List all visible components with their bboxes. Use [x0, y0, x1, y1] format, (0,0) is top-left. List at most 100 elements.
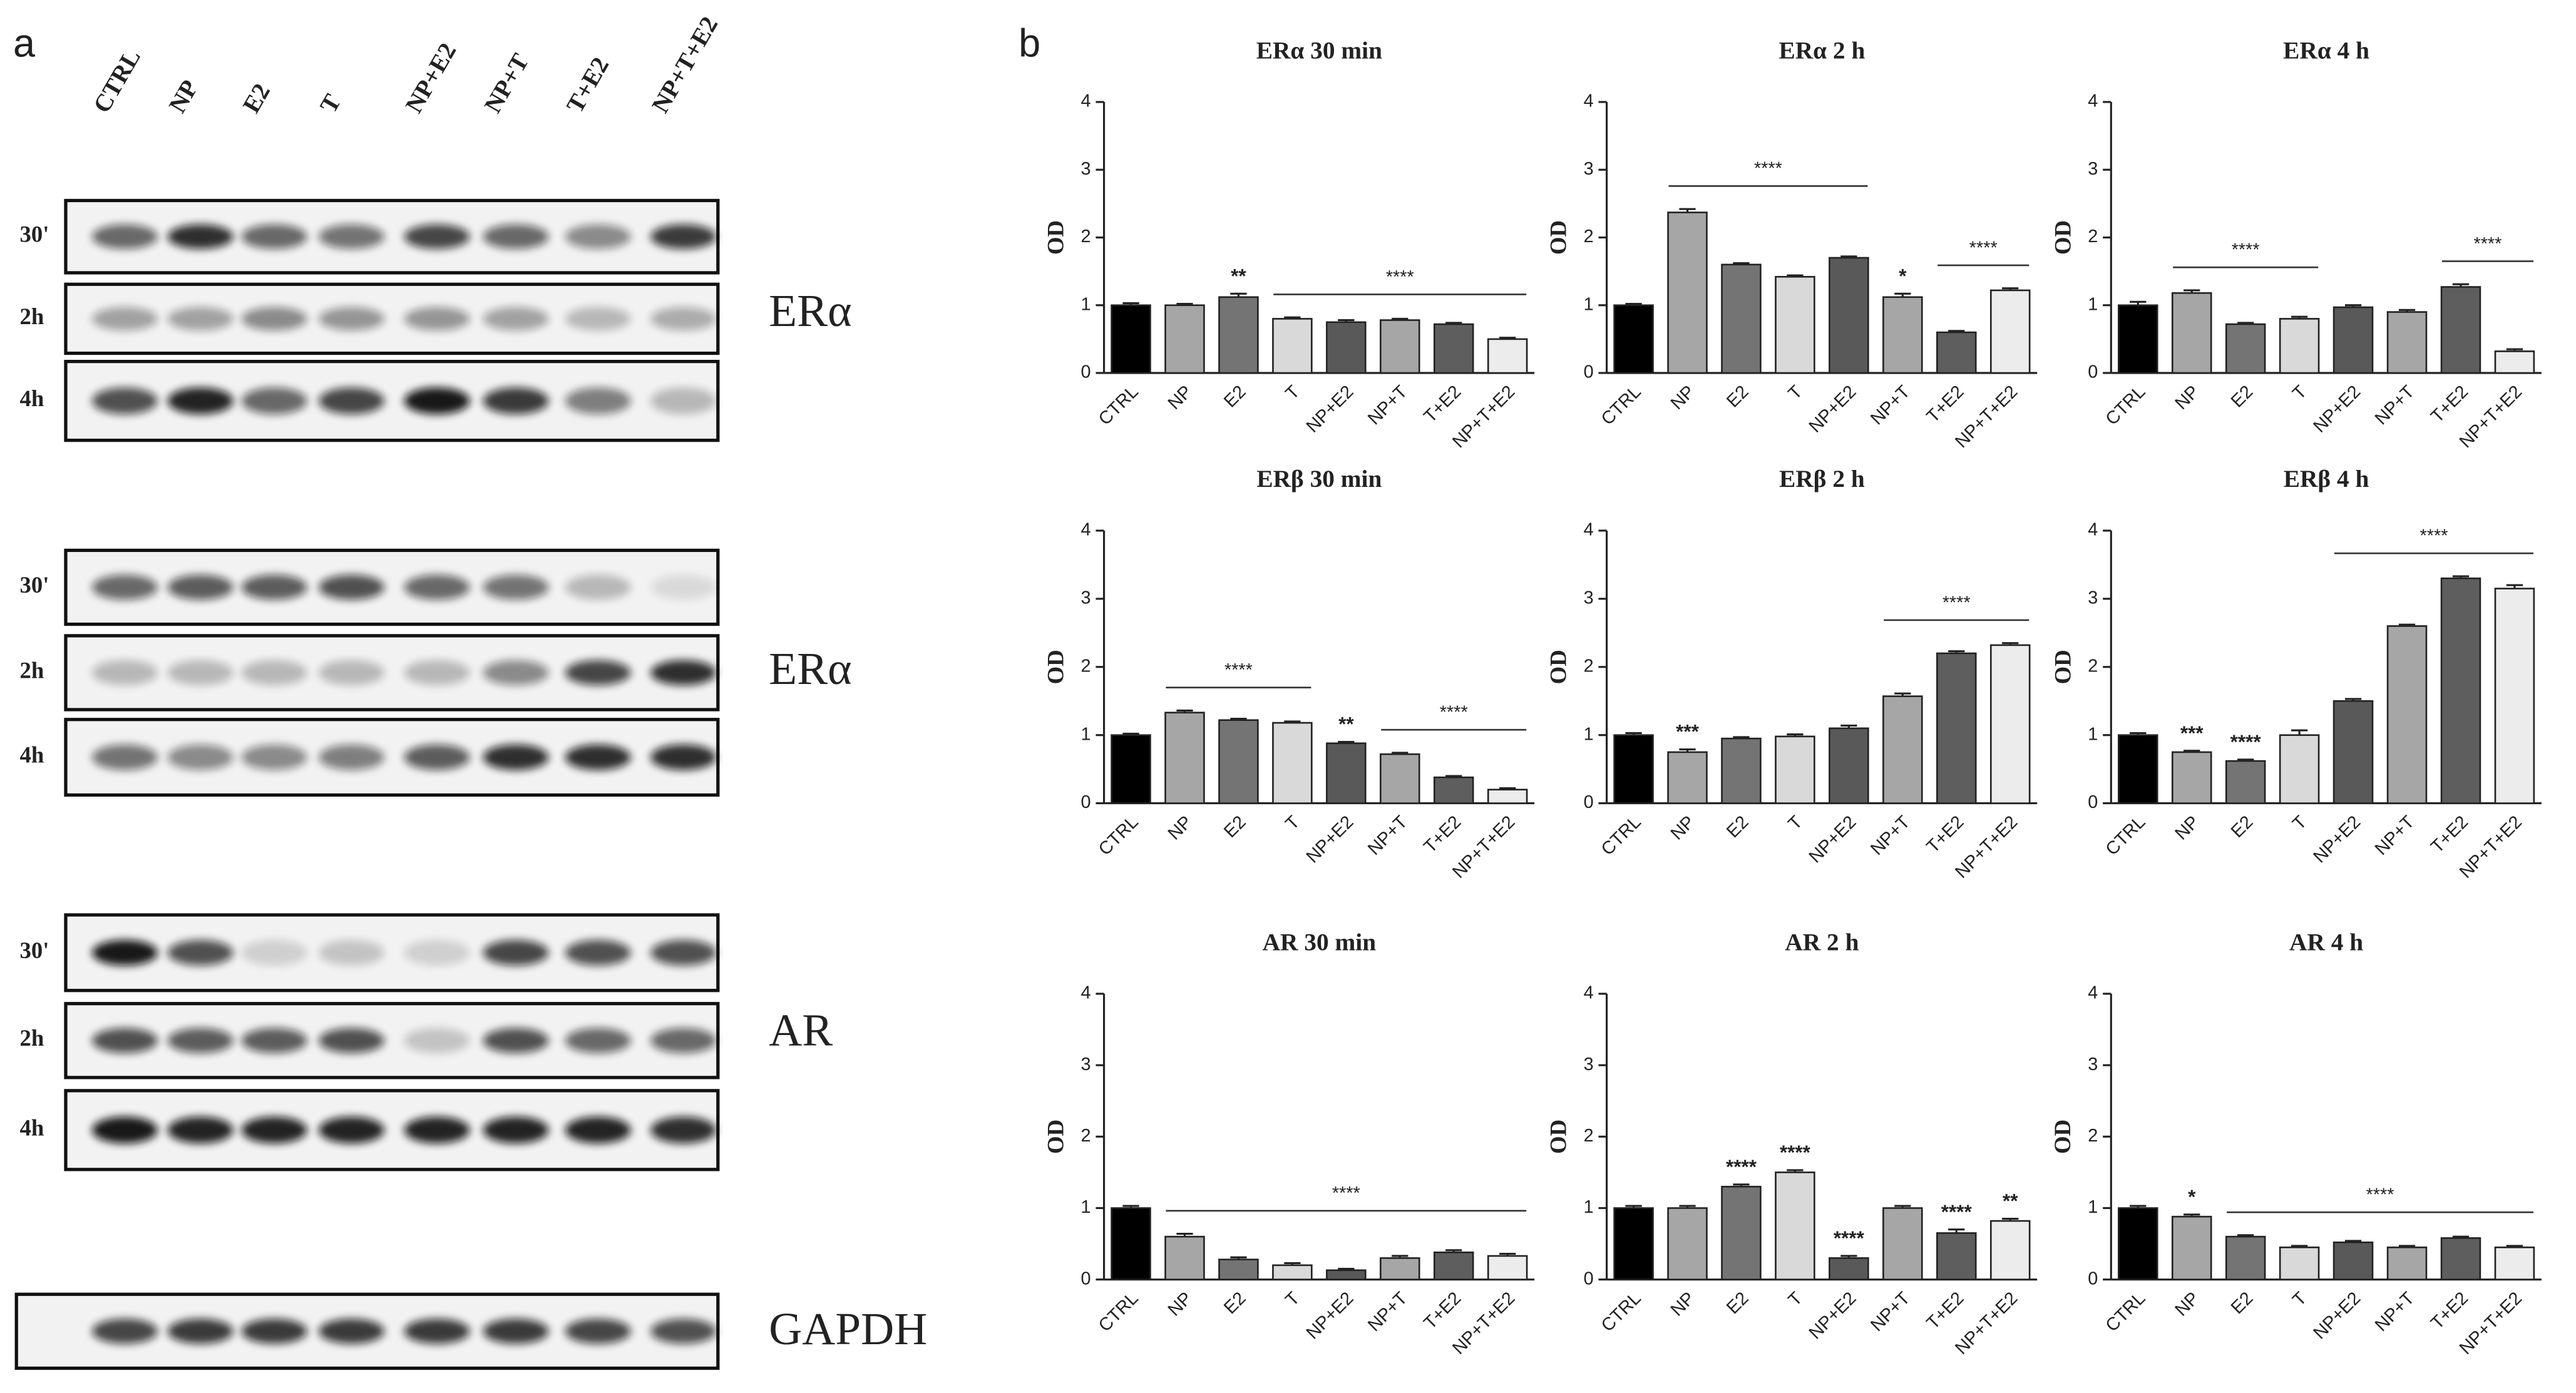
row-label: 2h — [19, 1025, 44, 1051]
x-tick-label: T — [1785, 812, 1807, 834]
significance: **** — [2420, 526, 2448, 546]
band — [91, 224, 158, 249]
error-bar — [2183, 1213, 2200, 1217]
band — [483, 1319, 549, 1344]
x-tick-label: NP+T — [1867, 1288, 1914, 1335]
error-bar — [1392, 752, 1409, 755]
x-tick-label: E2 — [2227, 382, 2257, 412]
bar — [1989, 1220, 2031, 1280]
bar — [2494, 1246, 2535, 1280]
band — [241, 387, 307, 415]
band — [483, 387, 549, 415]
band — [650, 387, 717, 415]
error-bar — [1122, 1205, 1139, 1208]
y-tick-label: 0 — [1584, 1268, 1594, 1288]
error-bar — [2002, 642, 2019, 645]
band — [167, 387, 233, 415]
x-tick-label: E2 — [1723, 382, 1753, 412]
x-tick-label: NP+E2 — [2309, 382, 2364, 437]
bar — [1218, 719, 1259, 804]
x-tick-label: NP — [1667, 1288, 1699, 1320]
band — [404, 1116, 470, 1144]
bar — [1829, 257, 1869, 374]
x-tick-label: CTRL — [1598, 812, 1645, 860]
y-tick-label: 2 — [2088, 656, 2098, 676]
bar — [1272, 1264, 1313, 1280]
y-tick-label: 1 — [1081, 1197, 1091, 1217]
bar — [2494, 588, 2535, 804]
x-tick-label: NP — [1164, 1288, 1196, 1320]
error-bar — [1499, 787, 1516, 790]
lane-label: NP+T — [479, 49, 535, 118]
band — [565, 1319, 631, 1344]
error-bar — [2344, 698, 2362, 702]
significance: **** — [1224, 660, 1253, 680]
band — [319, 744, 385, 770]
bar — [2332, 1241, 2374, 1280]
x-tick-label: CTRL — [2102, 382, 2150, 429]
bar — [2118, 734, 2158, 804]
x-tick-label: CTRL — [2102, 1288, 2150, 1336]
y-tick-label: 4 — [2088, 983, 2098, 1003]
band — [565, 1116, 631, 1144]
y-axis-label: OD — [1546, 220, 1571, 255]
y-tick-label: 1 — [1584, 1197, 1594, 1217]
x-tick-label: E2 — [1220, 812, 1250, 842]
x-tick-label: E2 — [2227, 812, 2257, 842]
x-tick-label: NP+T — [2371, 382, 2418, 429]
y-tick-label: 2 — [1584, 227, 1594, 247]
lane-label: NP — [163, 75, 203, 117]
bar — [2494, 350, 2535, 374]
band — [241, 1028, 307, 1053]
x-tick-label: NP — [1667, 812, 1699, 844]
bar — [1326, 742, 1367, 804]
lane-label: E2 — [237, 79, 275, 118]
band — [319, 387, 385, 415]
bar — [1667, 1207, 1708, 1280]
protein-label: ERα — [769, 285, 851, 336]
band — [91, 939, 158, 966]
chart-title: ERα 4 h — [2283, 36, 2369, 64]
error-bar — [2506, 584, 2523, 589]
error-bar — [1230, 717, 1247, 720]
protein-label: GAPDH — [769, 1304, 927, 1354]
band — [241, 1116, 307, 1144]
error-bar — [1445, 775, 1462, 778]
bar — [2440, 286, 2481, 374]
significance: **** — [1386, 267, 1414, 287]
error-bar — [1284, 316, 1301, 319]
error-bar — [2344, 304, 2362, 307]
bar — [1433, 1251, 1474, 1280]
significance: * — [1899, 264, 1907, 287]
error-bar — [1787, 274, 1804, 277]
bar — [2440, 577, 2481, 804]
bar — [2118, 1207, 2158, 1280]
y-axis-label: OD — [1043, 1120, 1069, 1154]
bar — [2225, 760, 2266, 804]
band — [483, 574, 549, 600]
x-tick-label: E2 — [1723, 812, 1753, 842]
significance: **** — [1440, 703, 1468, 723]
lane-label: CTRL — [88, 44, 146, 118]
error-bar — [2291, 729, 2308, 735]
band — [483, 660, 549, 686]
y-tick-label: 0 — [2088, 792, 2098, 812]
error-bar — [1338, 319, 1355, 322]
lane-label: T+E2 — [561, 53, 614, 118]
band — [241, 224, 307, 249]
bar — [2386, 1246, 2428, 1280]
band — [404, 744, 470, 770]
chart-title: ERα 30 min — [1256, 36, 1382, 64]
error-bar — [2237, 322, 2254, 325]
x-tick-label: NP+E2 — [1303, 812, 1358, 867]
bar — [1989, 289, 2031, 374]
bar — [1721, 1185, 1762, 1280]
row-label: 30' — [19, 572, 49, 598]
error-bar — [1176, 709, 1193, 713]
row-label: 2h — [19, 657, 44, 683]
x-tick-label: NP — [2171, 812, 2203, 844]
chart-title: ERβ 4 h — [2284, 465, 2369, 492]
error-bar — [1392, 317, 1409, 320]
bar — [1936, 331, 1977, 374]
x-tick-label: NP+T — [1364, 382, 1411, 429]
